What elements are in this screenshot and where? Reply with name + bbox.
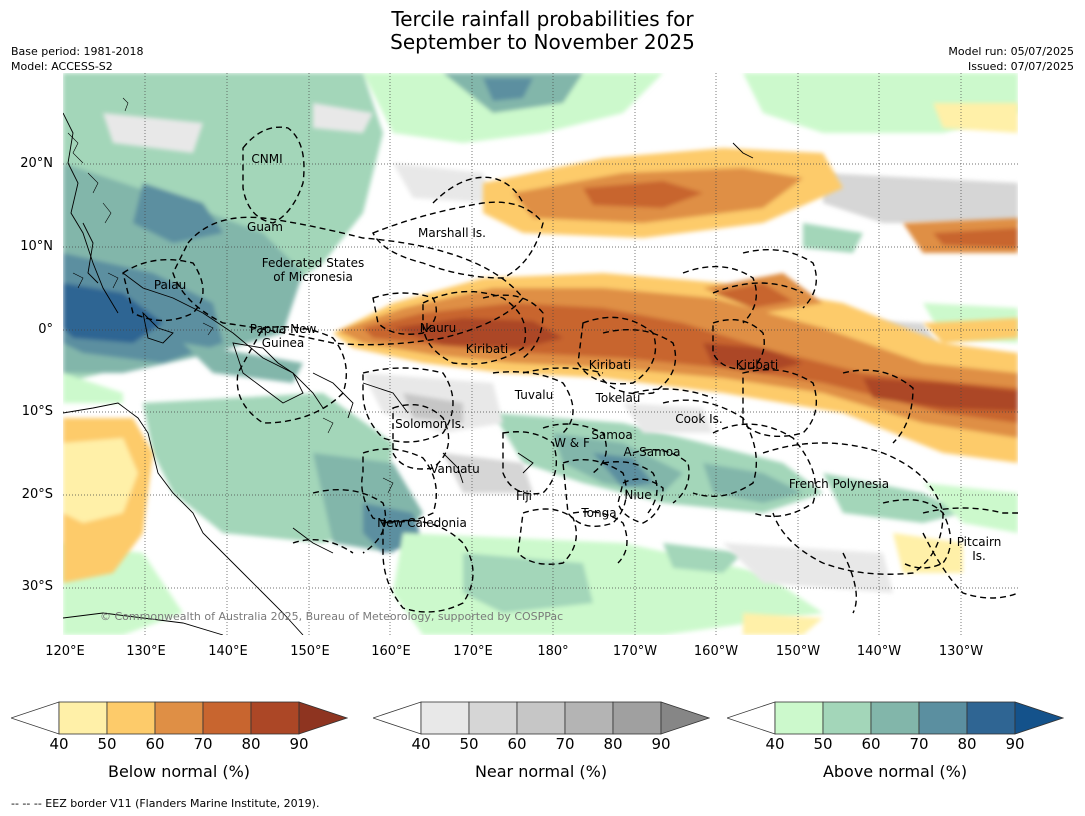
cb-near-tick-80: 80	[603, 735, 623, 753]
region-label-kiribati-east: Kiribati	[735, 358, 779, 372]
model-run: Model run: 05/07/2025	[948, 45, 1074, 58]
colorbar-above	[725, 701, 1065, 735]
lat-label-30s: 30°S	[21, 579, 53, 594]
region-label-fiji: Fiji	[515, 489, 533, 503]
region-label-vanuatu: Vanuatu	[430, 462, 480, 476]
region-label-niue: Niue	[624, 488, 652, 502]
region-label-png: Papua New Guinea	[249, 322, 317, 350]
meta-left: Base period: 1981-2018 Model: ACCESS-S2	[11, 44, 143, 74]
coastlines	[62, 112, 754, 636]
colorbar-near-graphic	[371, 701, 711, 735]
map-title: Tercile rainfall probabilities for Septe…	[0, 8, 1085, 54]
lon-label-150e: 150°E	[290, 644, 330, 659]
cb-above-tick-50: 50	[813, 735, 833, 753]
region-label-tuvalu: Tuvalu	[514, 388, 554, 402]
colorbar-near-label: Near normal (%)	[474, 762, 608, 781]
lon-label-170e: 170°E	[453, 644, 493, 659]
cb-below-tick-80: 80	[241, 735, 261, 753]
cb-below-tick-90: 90	[289, 735, 309, 753]
lon-label-130e: 130°E	[126, 644, 166, 659]
issued-date: Issued: 07/07/2025	[967, 60, 1074, 73]
cb-near-tick-60: 60	[507, 735, 527, 753]
region-label-palau: Palau	[153, 278, 187, 292]
lon-label-140w: 140°W	[856, 644, 902, 659]
lon-label-120e: 120°E	[45, 644, 85, 659]
region-label-nauru: Nauru	[419, 321, 457, 335]
cb-below-tick-50: 50	[97, 735, 117, 753]
region-label-pitcairn: Pitcairn Is.	[956, 535, 1002, 563]
title-line-1: Tercile rainfall probabilities for	[391, 7, 694, 31]
colorbar-below-graphic	[9, 701, 349, 735]
lon-label-170w: 170°W	[612, 644, 658, 659]
colorbar-below	[9, 701, 349, 735]
cb-above-tick-70: 70	[909, 735, 929, 753]
region-label-marshall: Marshall Is.	[418, 226, 486, 240]
island-details	[67, 97, 394, 494]
region-label-solomon: Solomon Is.	[395, 417, 465, 431]
region-label-french-polynesia: French Polynesia	[788, 477, 890, 491]
cb-near-tick-90: 90	[651, 735, 671, 753]
below-normal-shading	[63, 103, 1018, 635]
lat-label-20n: 20°N	[20, 156, 53, 171]
region-label-kiribati-west: Kiribati	[465, 342, 509, 356]
cb-near-tick-40: 40	[411, 735, 431, 753]
gridlines	[63, 73, 1018, 635]
region-label-tonga: Tonga	[581, 506, 617, 520]
cb-above-tick-80: 80	[957, 735, 977, 753]
lon-label-150w: 150°W	[775, 644, 821, 659]
cb-below-tick-40: 40	[49, 735, 69, 753]
colorbar-near	[371, 701, 711, 735]
region-label-new-caledonia: New Caledonia	[377, 516, 467, 530]
probability-map	[62, 73, 1019, 636]
cb-near-tick-70: 70	[555, 735, 575, 753]
lat-label-10s: 10°S	[21, 404, 53, 419]
lon-label-160e: 160°E	[371, 644, 411, 659]
region-label-guam: Guam	[247, 220, 283, 234]
title-line-2: September to November 2025	[390, 30, 695, 54]
cb-below-tick-70: 70	[193, 735, 213, 753]
lon-label-130w: 130°W	[938, 644, 984, 659]
region-label-cook: Cook Is.	[675, 412, 723, 426]
region-label-samoa: Samoa	[591, 428, 633, 442]
eez-footnote: -- -- -- EEZ border V11 (Flanders Marine…	[11, 797, 320, 810]
model-name: Model: ACCESS-S2	[11, 60, 113, 73]
lat-label-0: 0°	[38, 322, 53, 337]
lat-label-10n: 10°N	[20, 239, 53, 254]
meta-right: Model run: 05/07/2025 Issued: 07/07/2025	[948, 44, 1074, 74]
eez-borders	[122, 126, 1019, 614]
colorbar-below-label: Below normal (%)	[107, 762, 251, 781]
region-label-fsm: Federated States of Micronesia	[261, 256, 365, 284]
region-label-wallis-futuna: W & F	[554, 436, 590, 450]
region-label-cnmi: CNMI	[251, 152, 283, 166]
colorbar-above-label: Above normal (%)	[822, 762, 968, 781]
map-canvas	[62, 73, 1019, 636]
cb-above-tick-40: 40	[765, 735, 785, 753]
cb-below-tick-60: 60	[145, 735, 165, 753]
cb-above-tick-60: 60	[861, 735, 881, 753]
lon-label-140e: 140°E	[208, 644, 248, 659]
copyright-notice: © Commonwealth of Australia 2025, Bureau…	[100, 610, 564, 623]
cb-above-tick-90: 90	[1005, 735, 1025, 753]
lon-label-160w: 160°W	[693, 644, 739, 659]
lon-label-180: 180°	[537, 644, 569, 659]
region-label-american-samoa: A. Samoa	[623, 445, 681, 459]
colorbar-above-graphic	[725, 701, 1065, 735]
region-label-tokelau: Tokelau	[595, 391, 641, 405]
lat-label-20s: 20°S	[21, 487, 53, 502]
region-label-kiribati-central: Kiribati	[588, 358, 632, 372]
cb-near-tick-50: 50	[459, 735, 479, 753]
base-period: Base period: 1981-2018	[11, 45, 144, 58]
